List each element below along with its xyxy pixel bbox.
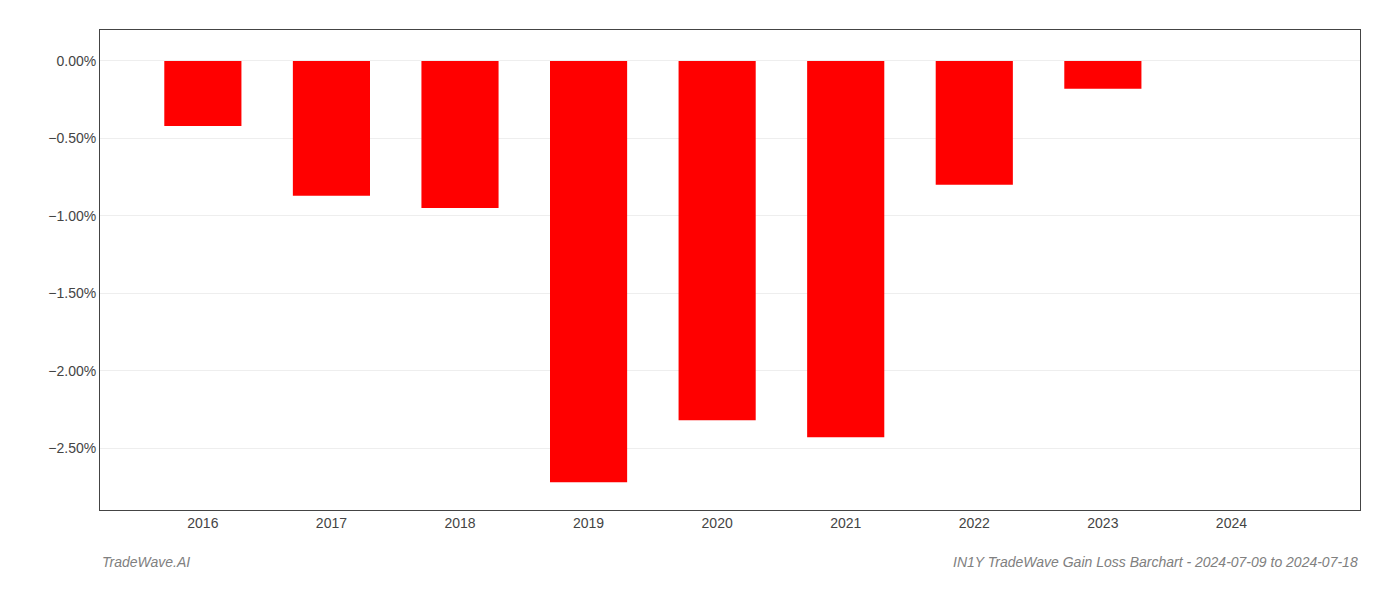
svg-text:2016: 2016 bbox=[187, 515, 218, 531]
svg-text:−1.50%: −1.50% bbox=[48, 285, 96, 301]
svg-text:2017: 2017 bbox=[316, 515, 347, 531]
svg-text:2018: 2018 bbox=[444, 515, 475, 531]
svg-text:0.00%: 0.00% bbox=[56, 53, 96, 69]
svg-text:−2.50%: −2.50% bbox=[48, 440, 96, 456]
svg-text:2021: 2021 bbox=[830, 515, 861, 531]
svg-text:2020: 2020 bbox=[702, 515, 733, 531]
svg-text:−1.00%: −1.00% bbox=[48, 208, 96, 224]
svg-text:TradeWave.AI: TradeWave.AI bbox=[102, 554, 190, 570]
svg-text:IN1Y TradeWave Gain Loss Barch: IN1Y TradeWave Gain Loss Barchart - 2024… bbox=[953, 554, 1358, 570]
svg-text:2024: 2024 bbox=[1216, 515, 1247, 531]
svg-text:2022: 2022 bbox=[959, 515, 990, 531]
svg-text:2023: 2023 bbox=[1087, 515, 1118, 531]
svg-text:2019: 2019 bbox=[573, 515, 604, 531]
svg-text:−2.00%: −2.00% bbox=[48, 363, 96, 379]
svg-text:−0.50%: −0.50% bbox=[48, 130, 96, 146]
